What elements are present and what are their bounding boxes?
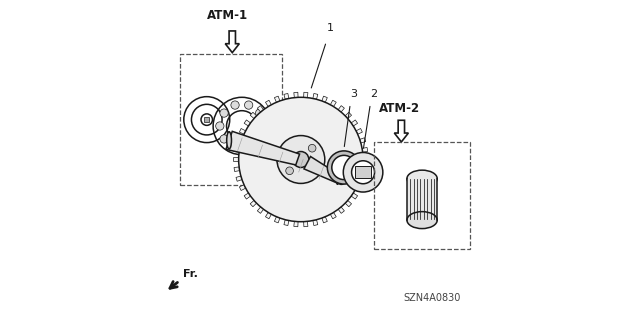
Polygon shape	[360, 138, 365, 143]
Text: Fr.: Fr.	[183, 269, 198, 279]
Polygon shape	[266, 212, 271, 219]
Circle shape	[231, 143, 239, 151]
Polygon shape	[330, 100, 336, 107]
Polygon shape	[236, 176, 242, 181]
Polygon shape	[275, 217, 280, 223]
Polygon shape	[204, 117, 209, 122]
Polygon shape	[338, 207, 344, 213]
Polygon shape	[244, 193, 250, 199]
Polygon shape	[338, 106, 344, 112]
Ellipse shape	[407, 170, 437, 187]
Polygon shape	[234, 167, 239, 172]
Circle shape	[216, 122, 224, 130]
Ellipse shape	[336, 173, 339, 184]
Polygon shape	[351, 120, 358, 126]
Polygon shape	[244, 120, 250, 126]
Polygon shape	[360, 176, 365, 181]
Circle shape	[277, 136, 324, 183]
Polygon shape	[284, 93, 289, 99]
Polygon shape	[313, 93, 318, 99]
Polygon shape	[239, 129, 246, 134]
Text: ATM-1: ATM-1	[207, 9, 248, 22]
Polygon shape	[363, 158, 368, 161]
Polygon shape	[362, 147, 368, 152]
Circle shape	[285, 167, 293, 174]
Polygon shape	[257, 207, 264, 213]
Circle shape	[332, 155, 356, 180]
Circle shape	[308, 145, 316, 152]
Circle shape	[220, 135, 228, 143]
Polygon shape	[303, 92, 308, 98]
Polygon shape	[322, 217, 327, 223]
Ellipse shape	[227, 132, 232, 149]
Polygon shape	[356, 185, 362, 190]
Polygon shape	[239, 185, 246, 190]
Circle shape	[351, 161, 374, 184]
Polygon shape	[355, 167, 371, 178]
Polygon shape	[362, 167, 368, 172]
Polygon shape	[250, 112, 257, 119]
Circle shape	[244, 101, 253, 109]
Polygon shape	[303, 221, 308, 227]
Circle shape	[220, 109, 228, 117]
Ellipse shape	[407, 211, 437, 229]
Polygon shape	[234, 147, 239, 152]
Circle shape	[255, 109, 264, 117]
Text: ATM-2: ATM-2	[379, 102, 420, 115]
Circle shape	[255, 135, 264, 143]
Polygon shape	[313, 220, 318, 226]
Polygon shape	[226, 131, 300, 165]
Polygon shape	[234, 158, 239, 161]
Circle shape	[260, 122, 268, 130]
Polygon shape	[294, 92, 298, 98]
Circle shape	[343, 152, 383, 192]
Polygon shape	[236, 138, 242, 143]
Polygon shape	[266, 100, 271, 107]
Circle shape	[327, 151, 360, 184]
Polygon shape	[304, 157, 339, 182]
Text: 2: 2	[371, 89, 378, 99]
Text: SZN4A0830: SZN4A0830	[403, 293, 460, 303]
Polygon shape	[322, 96, 327, 102]
Polygon shape	[275, 96, 280, 102]
Polygon shape	[330, 212, 336, 219]
Circle shape	[239, 97, 363, 222]
Polygon shape	[351, 193, 358, 199]
Text: 1: 1	[327, 24, 334, 33]
Circle shape	[337, 175, 346, 184]
Polygon shape	[294, 221, 298, 227]
Polygon shape	[250, 200, 257, 207]
Polygon shape	[345, 200, 351, 207]
Polygon shape	[345, 112, 351, 119]
Polygon shape	[284, 220, 289, 226]
Circle shape	[231, 101, 239, 109]
Circle shape	[244, 143, 253, 151]
Text: 3: 3	[350, 89, 357, 99]
Polygon shape	[407, 179, 437, 220]
Polygon shape	[257, 106, 264, 112]
Circle shape	[293, 152, 309, 167]
Polygon shape	[356, 129, 362, 134]
